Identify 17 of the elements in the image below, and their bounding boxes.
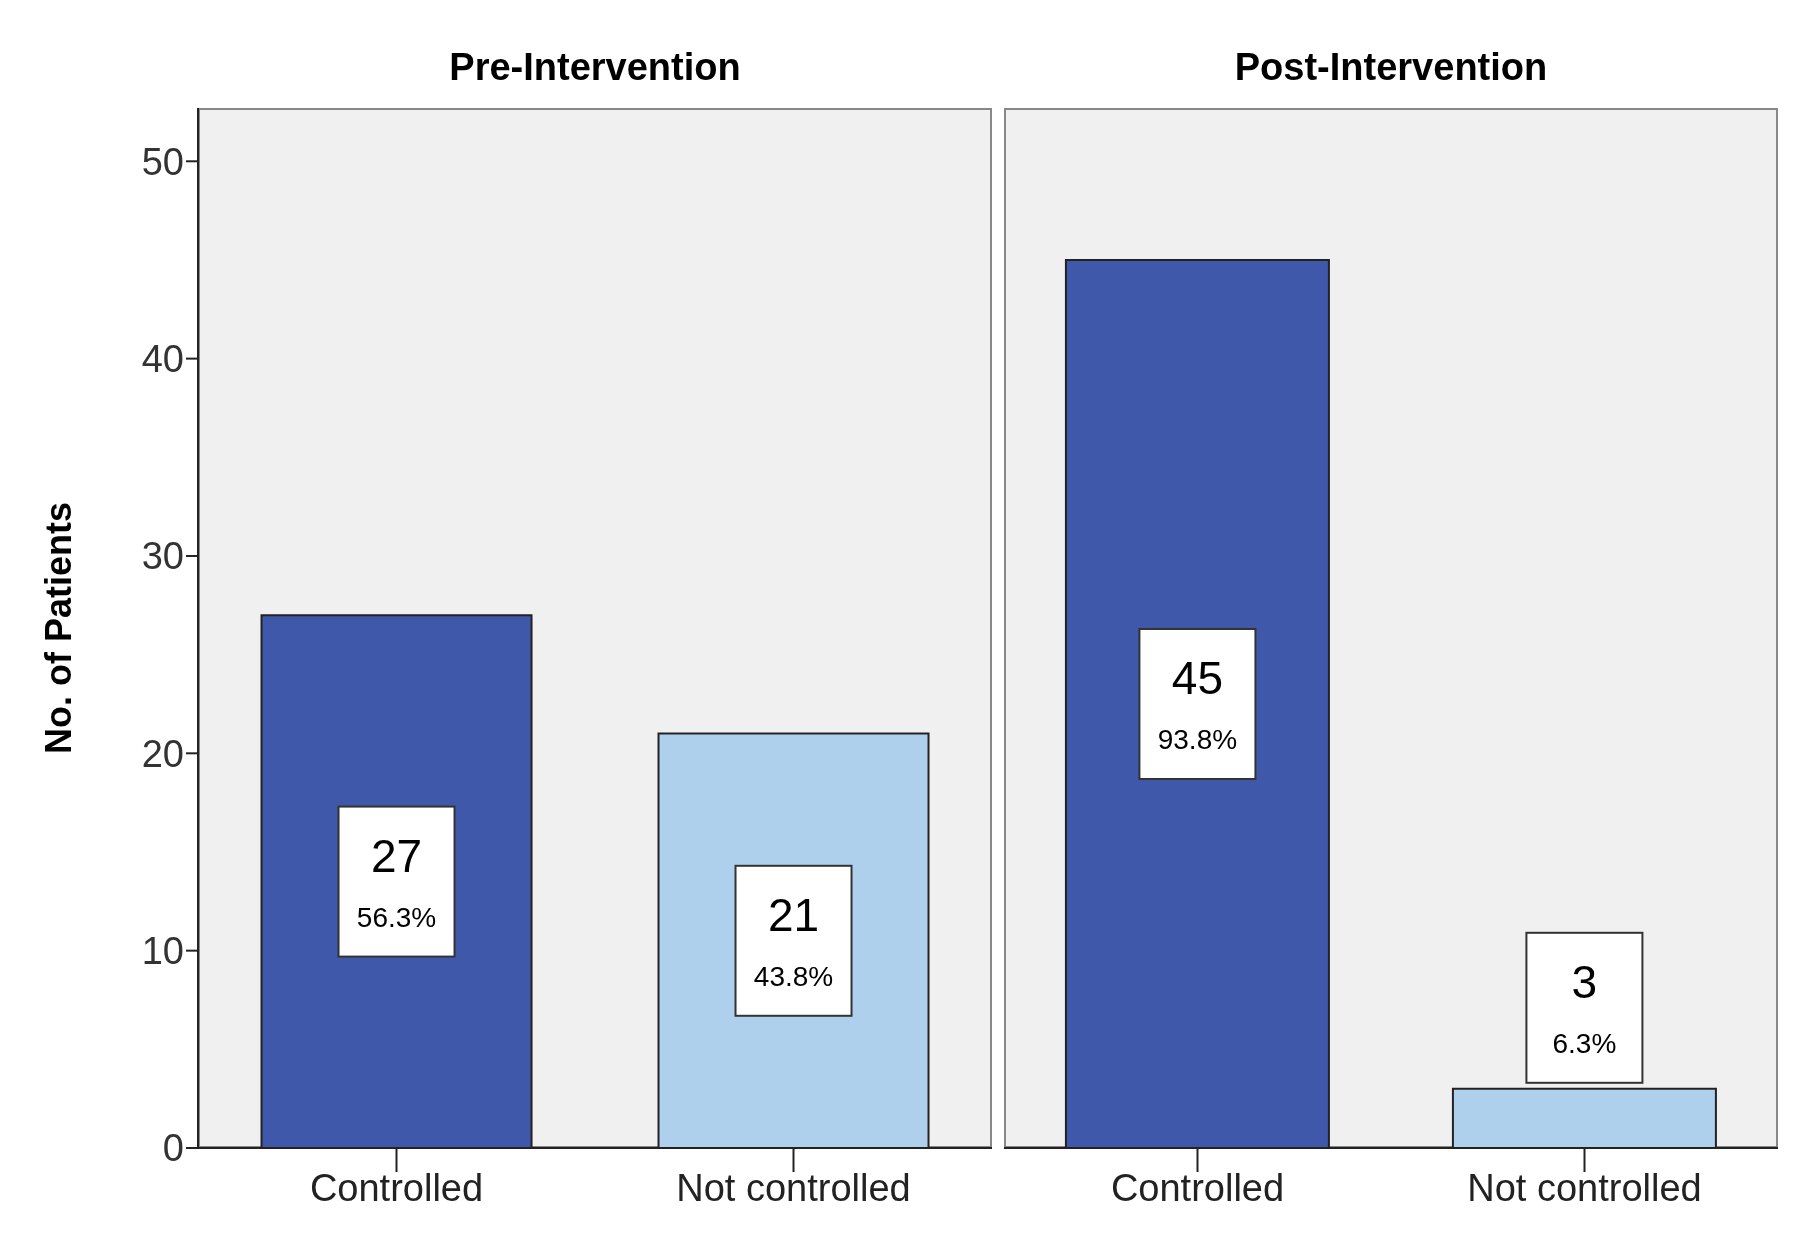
y-tick-label: 0 [162, 1127, 184, 1170]
y-tick-label: 50 [141, 140, 184, 183]
y-tick-label: 30 [141, 535, 184, 578]
data-label: 27 56.3% [356, 829, 437, 933]
x-tick-label: Controlled [309, 1166, 484, 1209]
chart-title: Pre-Intervention [448, 46, 742, 89]
y-tick-label: 10 [141, 930, 184, 973]
y-tick-label: 20 [141, 732, 184, 775]
data-label: 21 43.8% [753, 888, 834, 992]
y-tick-label: 40 [141, 338, 184, 381]
data-label: 45 93.8% [1157, 651, 1238, 755]
x-tick-label: Controlled [1110, 1166, 1285, 1209]
data-label: 3 6.3% [1552, 955, 1617, 1059]
chart-title: Post-Intervention [1233, 46, 1549, 89]
x-tick-label: Not controlled [1467, 1166, 1702, 1209]
y-axis-title: No. of Patients [37, 501, 79, 755]
x-tick-label: Not controlled [676, 1166, 911, 1209]
